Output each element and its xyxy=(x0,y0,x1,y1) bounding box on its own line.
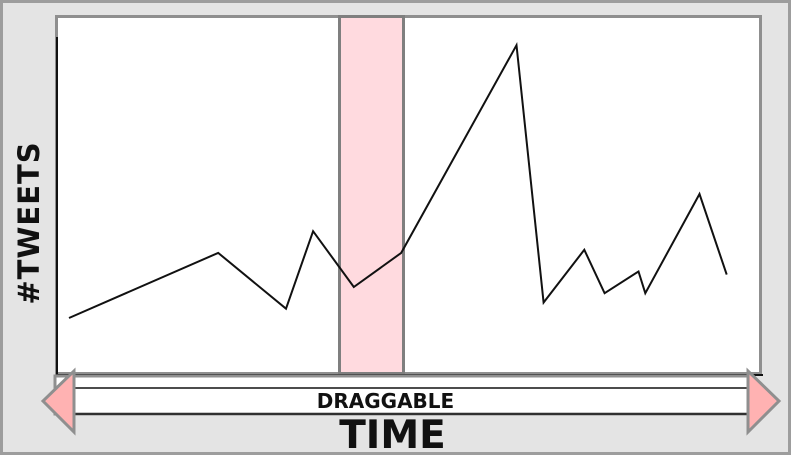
draggable-label[interactable]: DRAGGABLE xyxy=(316,389,455,413)
selected-time-window[interactable] xyxy=(338,15,405,375)
tweet-count-line xyxy=(68,41,728,319)
right-arrow-icon[interactable] xyxy=(746,367,782,436)
y-axis-title: #TWEETS xyxy=(12,141,46,305)
left-arrow-icon[interactable] xyxy=(40,367,76,436)
draggable-time-slider[interactable] xyxy=(40,367,782,436)
plot-area xyxy=(55,15,762,375)
tweet-series xyxy=(68,41,728,319)
chart-svg xyxy=(40,37,782,436)
slider-track[interactable] xyxy=(53,374,754,416)
x-axis-title: TIME xyxy=(339,413,446,455)
